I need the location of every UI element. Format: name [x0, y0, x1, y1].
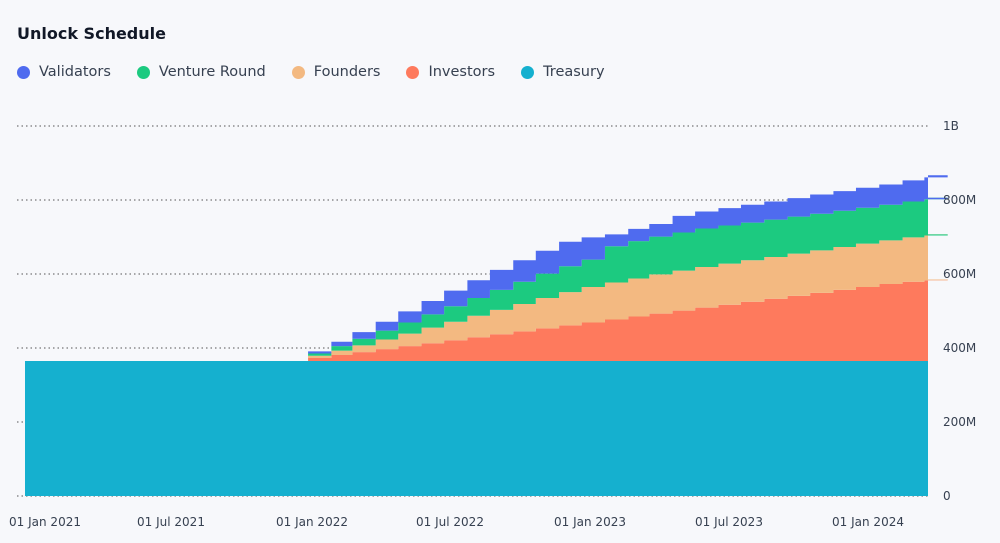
x-tick-label: 01 Jan 2023 — [554, 515, 626, 529]
legend-label: Validators — [39, 64, 111, 80]
series-area-venture-round[interactable] — [25, 197, 948, 361]
x-tick-label: 01 Jul 2022 — [416, 515, 484, 529]
legend-item-investors[interactable]: Investors — [406, 64, 495, 80]
legend-dot — [406, 65, 420, 79]
legend-label: Venture Round — [158, 64, 266, 80]
series-area-validators[interactable] — [25, 175, 948, 361]
chart-title: Unlock Schedule — [17, 24, 166, 43]
x-tick-label: 01 Jan 2024 — [832, 515, 904, 529]
legend-dot — [136, 65, 150, 79]
x-tick-label: 01 Jan 2021 — [9, 515, 81, 529]
legend-item-founders[interactable]: Founders — [291, 64, 381, 80]
legend-label: Treasury — [543, 64, 605, 80]
legend-item-validators[interactable]: Validators — [17, 64, 111, 80]
legend-dot — [17, 65, 30, 79]
y-tick-label: 200M — [943, 415, 976, 429]
x-tick-label: 01 Jan 2022 — [276, 515, 348, 529]
y-tick-label: 0 — [943, 489, 951, 503]
series-area-founders[interactable] — [25, 234, 948, 361]
y-tick-label: 400M — [943, 341, 976, 355]
y-tick-label: 600M — [943, 267, 976, 281]
legend-label: Investors — [428, 64, 496, 80]
y-tick-label: 800M — [943, 193, 976, 207]
legend-dot — [291, 65, 305, 79]
chart-legend: Validators Venture Round Founders Investors… — [17, 64, 631, 80]
series-area-treasury[interactable] — [25, 360, 948, 496]
legend-label: Founders — [313, 64, 381, 80]
x-tick-label: 01 Jul 2023 — [695, 515, 763, 529]
series-area-investors[interactable] — [25, 279, 948, 361]
legend-item-treasury[interactable]: Treasury — [521, 64, 605, 80]
legend-item-venture-round[interactable]: Venture Round — [136, 64, 266, 80]
legend-dot — [521, 65, 535, 79]
x-tick-label: 01 Jul 2021 — [137, 515, 205, 529]
y-tick-label: 1B — [943, 119, 959, 133]
